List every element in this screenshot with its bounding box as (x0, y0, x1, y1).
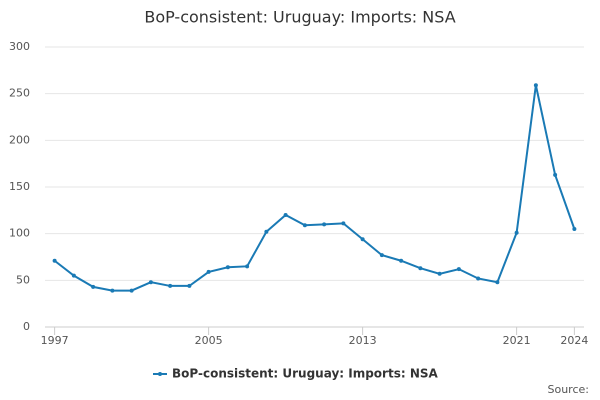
x-tick-label: 2005 (195, 334, 223, 347)
point (553, 172, 558, 177)
point (379, 253, 384, 258)
chart-title: BoP-consistent: Uruguay: Imports: NSA (144, 8, 455, 27)
point (225, 265, 230, 270)
y-tick-label: 200 (9, 133, 30, 146)
point (418, 266, 423, 271)
y-tick-label: 250 (9, 87, 30, 100)
series-line (54, 85, 576, 292)
y-tick-label: 100 (9, 227, 30, 240)
point (148, 280, 153, 285)
point (399, 258, 404, 263)
point (206, 269, 211, 274)
point (52, 258, 57, 263)
point (514, 230, 519, 235)
point (283, 213, 288, 217)
y-tick-label: 0 (23, 320, 30, 333)
point (572, 227, 577, 231)
legend-label: BoP-consistent: Uruguay: Imports: NSA (172, 367, 439, 381)
y-tick-label: 150 (9, 180, 30, 193)
point (495, 280, 500, 285)
point (245, 264, 250, 269)
point (110, 288, 115, 293)
legend-marker (158, 372, 162, 376)
point (129, 288, 134, 293)
point (264, 229, 269, 234)
point (476, 276, 481, 281)
point (187, 283, 192, 288)
point (71, 273, 76, 278)
point (168, 283, 173, 288)
x-tick-label: 2024 (560, 334, 588, 347)
point (456, 267, 461, 272)
point (91, 284, 96, 289)
point (360, 237, 365, 242)
x-tick-label: 2021 (503, 334, 531, 347)
point (322, 222, 327, 227)
x-tick-label: 1997 (41, 334, 69, 347)
point (437, 271, 442, 276)
point (533, 83, 538, 88)
point (341, 221, 346, 226)
y-tick-label: 300 (9, 40, 30, 53)
x-tick-label: 2013 (349, 334, 377, 347)
y-tick-label: 50 (16, 273, 30, 286)
source: Source: (548, 383, 590, 396)
point (302, 223, 307, 228)
